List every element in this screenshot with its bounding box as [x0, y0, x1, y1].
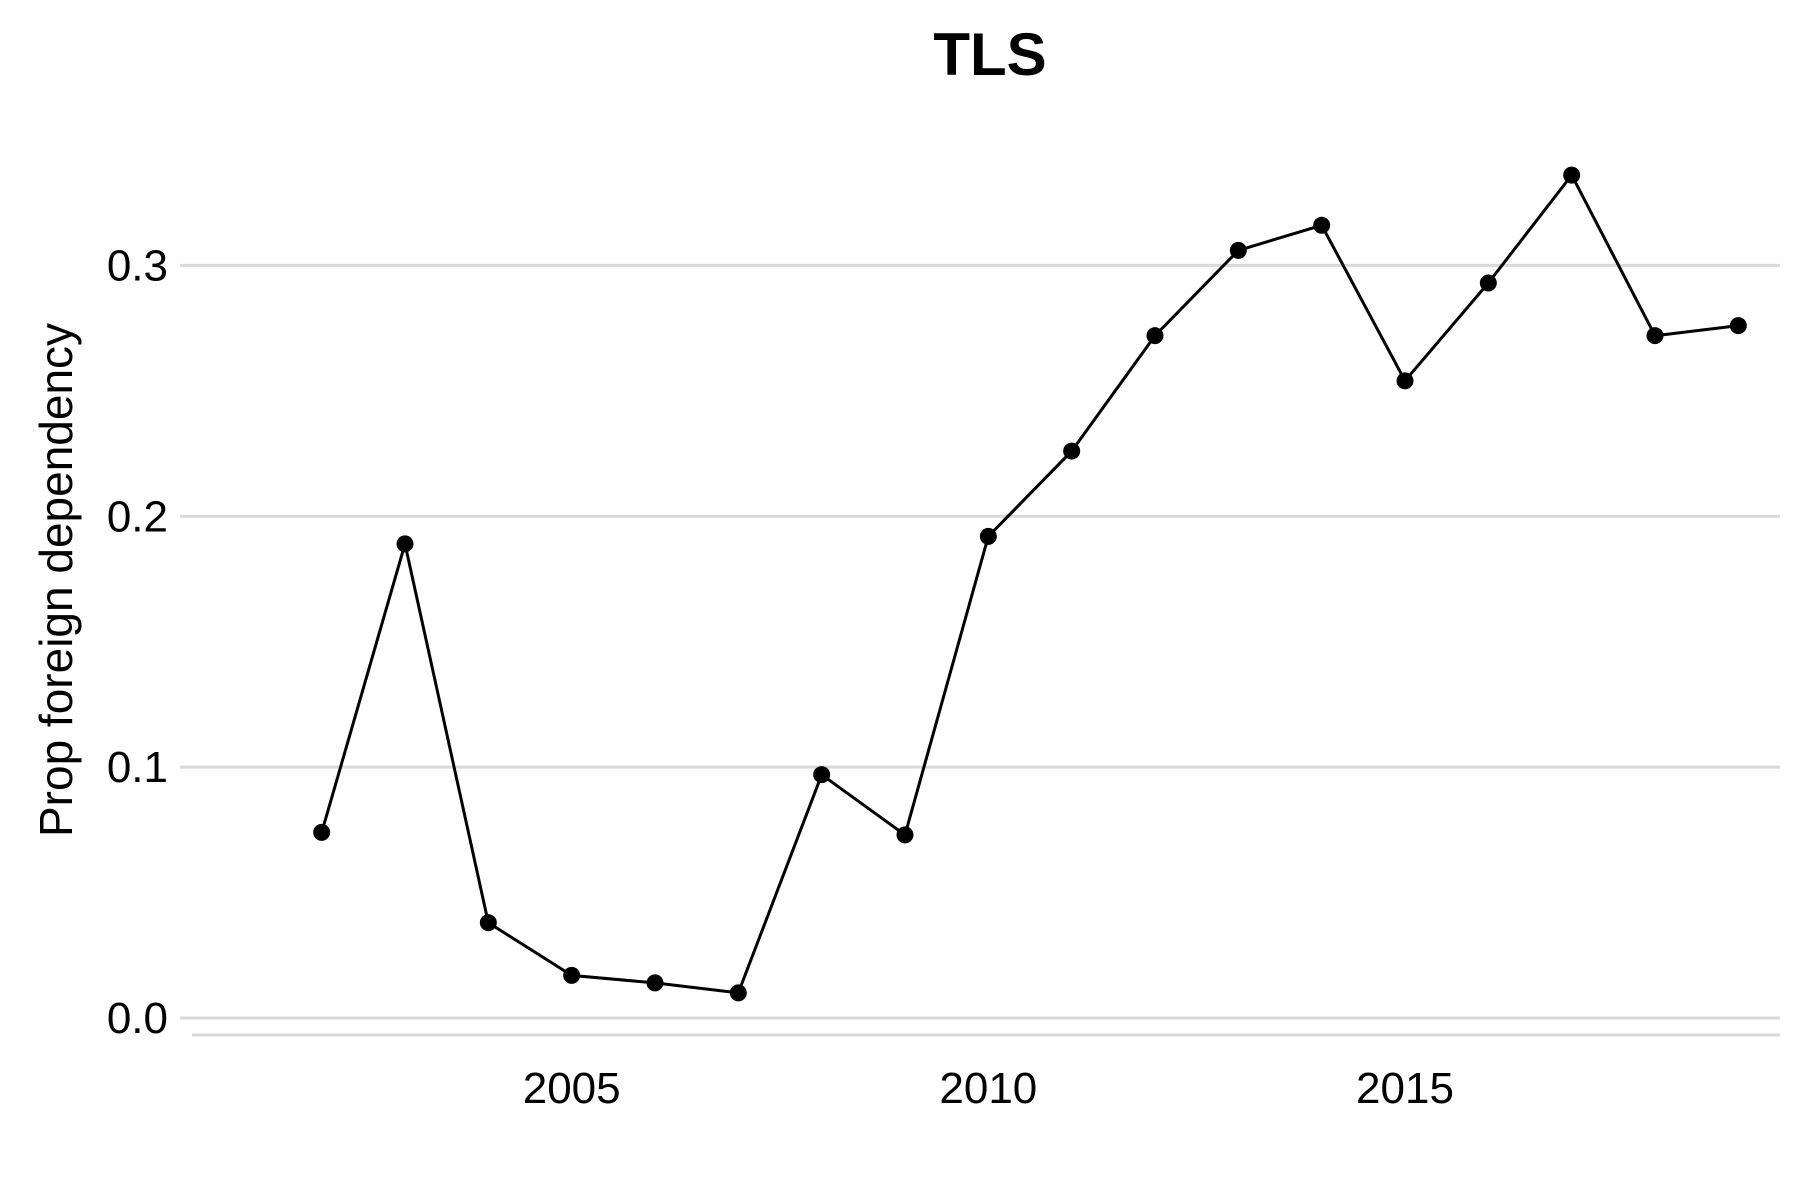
data-point	[646, 974, 664, 992]
series-line	[320, 172, 1739, 995]
data-point	[1729, 317, 1747, 335]
data-point	[979, 527, 997, 545]
chart-title: TLS	[933, 21, 1046, 88]
data-point	[1479, 274, 1497, 292]
y-axis-label: Prop foreign dependency	[30, 323, 82, 837]
data-point	[479, 914, 497, 932]
data-point	[396, 535, 414, 553]
x-tick-label: 2015	[1356, 1064, 1454, 1113]
y-tick-label: 0.3	[107, 241, 168, 290]
x-tick-label: 2005	[523, 1064, 621, 1113]
data-point	[813, 766, 831, 784]
data-point	[1313, 216, 1331, 234]
plot-area	[313, 166, 1747, 1002]
data-point	[896, 826, 914, 844]
data-point	[313, 823, 331, 841]
x-tick-label: 2010	[939, 1064, 1037, 1113]
data-point	[1146, 327, 1164, 345]
data-point	[1396, 372, 1414, 390]
data-point	[1063, 442, 1081, 460]
y-tick-label: 0.0	[107, 994, 168, 1043]
y-tick-label: 0.2	[107, 492, 168, 541]
data-point	[729, 984, 747, 1002]
data-point	[1563, 166, 1581, 184]
y-tick-label: 0.1	[107, 743, 168, 792]
data-point	[563, 966, 581, 984]
y-gridlines	[180, 263, 1780, 1020]
x-tick-labels: 2005 2010 2015	[523, 1064, 1454, 1113]
y-tick-labels: 0.0 0.1 0.2 0.3	[107, 241, 168, 1043]
data-point	[1229, 241, 1247, 259]
data-point	[1646, 327, 1664, 345]
